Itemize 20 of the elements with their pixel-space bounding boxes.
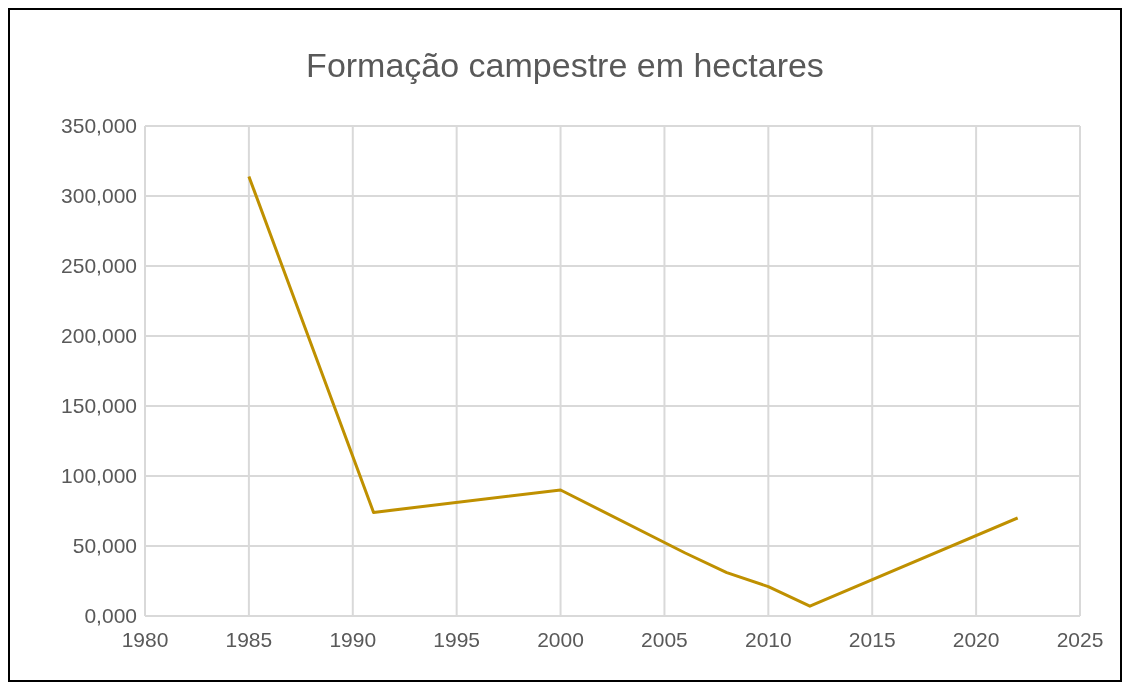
y-tick-label: 0,000 xyxy=(84,604,137,628)
x-tick-label: 1980 xyxy=(121,627,169,651)
x-tick-label: 2010 xyxy=(744,627,792,651)
x-tick-label: 1990 xyxy=(329,627,377,651)
x-tick-label: 1985 xyxy=(225,627,273,651)
x-tick-label: 2000 xyxy=(537,627,584,651)
line-series xyxy=(247,174,1020,608)
x-tick-label: 2015 xyxy=(848,627,896,651)
y-tick-label: 300,000 xyxy=(61,184,137,208)
y-tick-label: 50,000 xyxy=(72,534,137,558)
x-tick-label: 1995 xyxy=(433,627,481,651)
x-tick-label: 2005 xyxy=(641,627,688,651)
y-tick-label: 150,000 xyxy=(61,394,137,418)
y-tick-label: 350,000 xyxy=(61,114,137,138)
y-tick-label: 200,000 xyxy=(61,324,137,348)
chart-title: Formação campestre em hectares xyxy=(305,45,825,86)
x-tick-label: 2020 xyxy=(952,627,1000,651)
x-tick-label: 2025 xyxy=(1056,627,1104,651)
y-tick-label: 100,000 xyxy=(61,464,137,488)
y-tick-label: 250,000 xyxy=(61,254,137,278)
